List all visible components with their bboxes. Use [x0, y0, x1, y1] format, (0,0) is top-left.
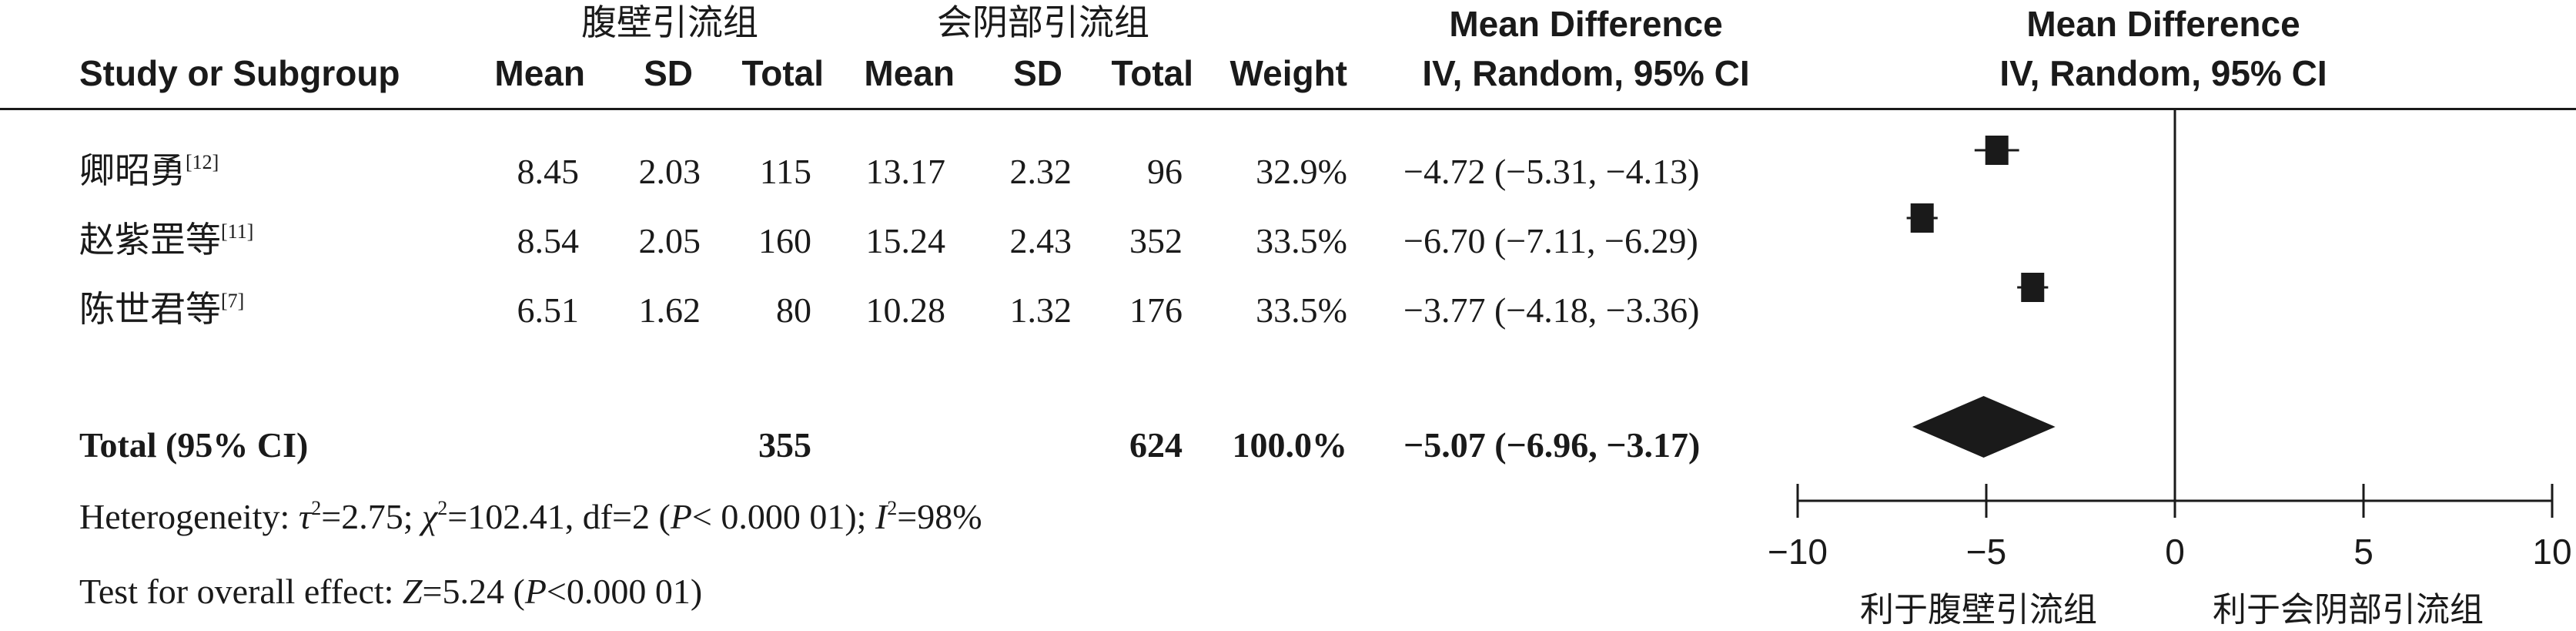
study-name: 赵紫罡等[11]: [79, 219, 254, 260]
group2-mean: 13.17: [865, 152, 946, 191]
study-ref: [11]: [221, 220, 254, 243]
group1-mean-header: Mean: [494, 53, 585, 93]
study-weight: 33.5%: [1256, 221, 1347, 260]
group1-total: 80: [776, 290, 811, 330]
axis-left-label: 利于腹壁引流组: [1860, 590, 2097, 629]
group2-mean-header: Mean: [864, 53, 955, 93]
group1-sd: 1.62: [638, 290, 701, 330]
group2-sd: 1.32: [1009, 290, 1072, 330]
group2-total-sum: 624: [1129, 425, 1183, 465]
study-ref: [7]: [221, 290, 245, 312]
group1-mean: 6.51: [517, 290, 580, 330]
study-column-header: Study or Subgroup: [79, 53, 400, 93]
group2-mean: 10.28: [865, 290, 946, 330]
study-name: 陈世君等[7]: [79, 288, 245, 330]
group1-sd: 2.03: [638, 152, 701, 191]
group1-total: 115: [759, 152, 811, 191]
study-effect-marker: [1985, 136, 2009, 165]
x-axis-tick-label: −5: [1966, 532, 2006, 572]
total-label: Total (95% CI): [79, 425, 309, 465]
group1-total: 160: [758, 221, 811, 260]
study-ref: [12]: [186, 151, 219, 173]
group2-total: 96: [1147, 152, 1183, 191]
group2-sd: 2.32: [1009, 152, 1072, 191]
x-axis-tick-label: −10: [1768, 532, 1828, 572]
group2-total-header: Total: [1111, 53, 1193, 93]
study-effect-marker: [1910, 203, 1934, 233]
overall-effect-diamond: [1912, 396, 2056, 458]
total-weight: 100.0%: [1232, 425, 1348, 465]
study-weight: 33.5%: [1256, 290, 1347, 330]
group2-total: 176: [1129, 290, 1183, 330]
plot-method-header: IV, Random, 95% CI: [1999, 53, 2327, 93]
group1-mean: 8.54: [517, 221, 580, 260]
group1-sd: 2.05: [638, 221, 701, 260]
group1-title: 腹壁引流组: [581, 2, 758, 43]
heterogeneity-stat: Heterogeneity: τ2=2.75; χ2=102.41, df=2 …: [79, 497, 982, 536]
group1-sd-header: SD: [644, 53, 693, 93]
group1-mean: 8.45: [517, 152, 580, 191]
group2-mean: 15.24: [865, 221, 946, 260]
x-axis-tick-label: 10: [2532, 532, 2571, 572]
x-axis-tick-label: 5: [2354, 532, 2374, 572]
md-method-header: IV, Random, 95% CI: [1422, 53, 1750, 93]
group2-total: 352: [1129, 221, 1183, 260]
study-weight: 32.9%: [1256, 152, 1347, 191]
group1-total-header: Total: [741, 53, 824, 93]
study-name: 卿昭勇[12]: [79, 149, 219, 191]
study-effect-marker: [2021, 273, 2045, 302]
plot-column-title: Mean Difference: [2026, 4, 2300, 44]
study-ci: −6.70 (−7.11, −6.29): [1403, 221, 1698, 260]
weight-header: Weight: [1229, 53, 1347, 93]
axis-right-label: 利于会阴部引流组: [2213, 590, 2484, 629]
study-ci: −3.77 (−4.18, −3.36): [1403, 290, 1700, 330]
group2-sd-header: SD: [1013, 53, 1062, 93]
group2-title: 会阴部引流组: [937, 2, 1149, 43]
md-column-title: Mean Difference: [1449, 4, 1723, 44]
group1-total-sum: 355: [758, 425, 811, 465]
group2-sd: 2.43: [1009, 221, 1072, 260]
total-ci: −5.07 (−6.96, −3.17): [1403, 425, 1701, 465]
header-rule: [0, 108, 2576, 110]
overall-effect-stat: Test for overall effect: Z=5.24 (P<0.000…: [79, 572, 703, 611]
study-ci: −4.72 (−5.31, −4.13): [1403, 152, 1700, 191]
x-axis-tick-label: 0: [2165, 532, 2185, 572]
